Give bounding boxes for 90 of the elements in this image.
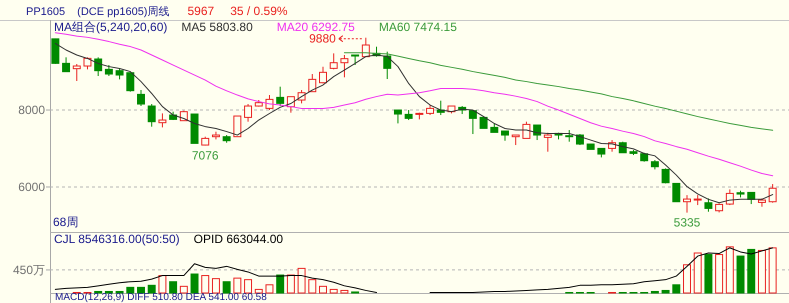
candlestick	[308, 74, 316, 92]
bar	[180, 286, 188, 294]
candlestick	[704, 198, 712, 212]
candlestick	[319, 66, 327, 84]
y-tick-label: 450万	[12, 262, 45, 277]
bar	[747, 248, 756, 294]
candlestick	[662, 168, 670, 184]
candlestick	[672, 182, 680, 202]
text: MA5 5803.80	[181, 20, 254, 34]
candlestick	[715, 202, 724, 213]
bar	[126, 286, 134, 294]
bar	[233, 278, 242, 294]
candlestick	[244, 104, 252, 122]
candlestick	[83, 56, 92, 70]
bar	[726, 246, 734, 294]
candlestick	[233, 116, 242, 138]
bar	[137, 286, 145, 294]
bar	[758, 250, 766, 294]
annotation: 68周	[53, 215, 78, 229]
chart-subtitle: (DCE pp1605)周线	[77, 5, 170, 18]
text: 5967	[187, 4, 215, 18]
bar	[222, 281, 231, 294]
bar	[244, 279, 252, 294]
bar	[148, 284, 156, 294]
bar	[694, 252, 702, 294]
bar	[330, 288, 338, 294]
candlestick	[501, 130, 509, 142]
candlestick	[522, 121, 530, 139]
candlestick	[265, 94, 274, 111]
candlestick	[351, 54, 360, 66]
candlestick	[512, 134, 520, 146]
bar	[715, 254, 724, 294]
bar	[768, 247, 777, 294]
bar	[340, 290, 348, 294]
bar	[319, 286, 327, 294]
text: MA20 6292.75	[276, 20, 356, 34]
bar	[201, 275, 210, 294]
bar	[662, 290, 670, 294]
candlestick	[330, 52, 338, 70]
candlestick	[62, 56, 70, 72]
candlestick	[126, 72, 134, 92]
candlestick	[148, 104, 156, 128]
candlestick	[116, 68, 124, 80]
y-tick-label: 6000	[18, 180, 46, 194]
candlestick	[565, 130, 574, 142]
candlestick	[597, 148, 606, 158]
bar	[704, 254, 712, 294]
candlestick	[158, 112, 166, 128]
bar	[212, 278, 220, 294]
candlestick	[394, 110, 402, 124]
y-tick-label: 8000	[18, 103, 46, 118]
chart-title: PP1605	[26, 6, 66, 18]
candlestick	[404, 110, 413, 121]
text: 35 / 0.59%	[230, 4, 288, 18]
annotation: 7076	[192, 148, 219, 163]
candlestick	[94, 56, 102, 77]
bar	[308, 279, 316, 294]
legend-title: CJL 8546316.00(50:50)	[54, 232, 180, 246]
bar	[276, 274, 284, 294]
bar	[169, 281, 178, 294]
candlestick	[726, 188, 734, 206]
candlestick	[650, 160, 659, 170]
bar	[158, 275, 166, 294]
candlestick	[544, 132, 552, 152]
candlestick	[72, 64, 81, 82]
bar	[190, 274, 199, 294]
candlestick	[276, 86, 284, 107]
candlestick	[683, 194, 691, 214]
annotation: MACD(12,26,9) DIFF 510.80 DEA 541.00 60.58	[55, 292, 268, 303]
candlestick	[694, 194, 702, 206]
line-series	[54, 32, 774, 176]
series-label: OPID 663044.00	[194, 232, 284, 246]
annotation: 5335	[674, 216, 701, 230]
legend-title: MA组合(5,240,20,60)	[54, 20, 168, 34]
bar	[736, 256, 745, 294]
candlestick	[468, 110, 477, 135]
candlestick	[137, 90, 145, 107]
bar	[683, 264, 691, 294]
candlestick	[426, 104, 434, 116]
candlestick	[768, 184, 777, 204]
bar	[298, 268, 306, 294]
candlestick	[340, 54, 348, 78]
series-label: MA60 7474.15	[378, 20, 458, 34]
bar	[265, 284, 274, 294]
bar	[672, 284, 680, 294]
candlestick	[104, 64, 113, 77]
bar	[286, 274, 295, 294]
candlestick	[490, 122, 498, 133]
annotation: 9880	[309, 32, 336, 46]
candlestick	[533, 124, 542, 141]
